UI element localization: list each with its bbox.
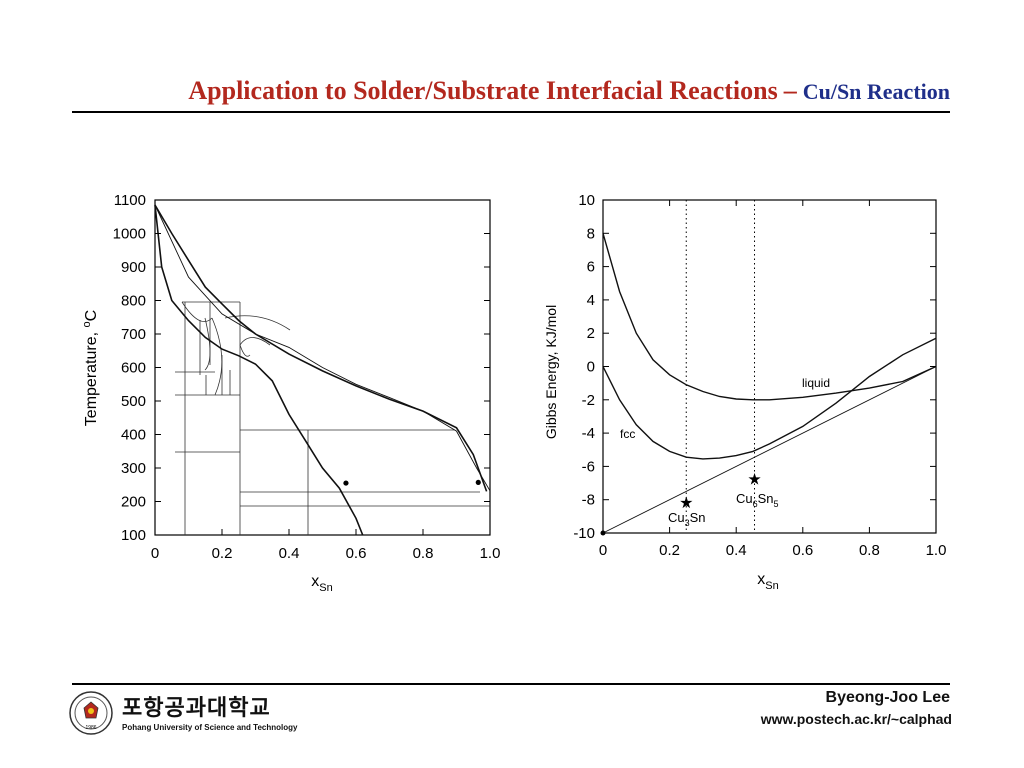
- x-tick-label: 0.4: [726, 542, 747, 559]
- phase-point-marker: [475, 479, 481, 486]
- phase-diagram-x-ticks: 0 0.2 0.4 0.6 0.8 1.0: [151, 529, 501, 562]
- x-tick-label: 0.6: [346, 545, 367, 562]
- phase-diagram-y-axis-label: Temperature, oC: [81, 310, 100, 426]
- y-tick-label: 1100: [114, 192, 146, 209]
- gibbs-energy-y-ticks: 10 8 6 4 2 0 -2 -4 -6 -8 -10: [573, 192, 936, 542]
- phase-diagram-chart: 0 0.2 0.4 0.6 0.8 1.0 100 200 300 400 500 600 700 80…: [81, 192, 500, 594]
- y-tick-label: 600: [121, 360, 146, 377]
- title-divider: [72, 111, 950, 113]
- x-tick-label: 0.2: [212, 545, 233, 562]
- university-logo: 포항공과대학교 Pohang University of Science and…: [122, 690, 297, 732]
- gibbs-energy-series-label-liquid: liquid: [802, 376, 830, 390]
- series-liquid-curve: [602, 233, 937, 401]
- gibbs-energy-x-ticks: 0 0.2 0.4 0.6 0.8 1.0: [599, 200, 947, 559]
- gibbs-energy-dotted-lines: [685, 200, 756, 533]
- phase-boundary-curve-2: [154, 204, 491, 492]
- series-fcc-curve: [602, 337, 937, 460]
- phase-point-marker: [343, 480, 349, 486]
- y-tick-label: 800: [121, 293, 146, 310]
- phase-diagram-curves: [154, 204, 491, 536]
- x-tick-label: 0: [151, 545, 159, 562]
- y-tick-label: 1000: [113, 226, 146, 243]
- x-tick-label: 0.8: [413, 545, 434, 562]
- x-tick-label: 1.0: [926, 542, 947, 559]
- y-tick-label: -10: [573, 525, 595, 542]
- gibbs-energy-series-label-fcc: fcc: [620, 427, 635, 441]
- y-tick-label: 8: [587, 225, 595, 242]
- slide-title: Application to Solder/Substrate Interfac…: [70, 76, 950, 106]
- slide-title-main: Application to Solder/Substrate Interfac…: [188, 76, 778, 105]
- y-tick-label: -8: [582, 492, 595, 509]
- phase-diagram-x-axis-label: xSn: [311, 573, 332, 594]
- y-tick-label: 2: [587, 325, 595, 342]
- phase-diagram-markers: [343, 479, 481, 486]
- y-tick-label: 500: [121, 393, 146, 410]
- y-tick-label: 200: [121, 494, 146, 511]
- phase-diagram-y-ticks: 100 200 300 400 500 600 700 800 900 1000 1100: [113, 192, 490, 544]
- gibbs-energy-frame: [602, 199, 937, 534]
- svg-text:1986: 1986: [85, 725, 96, 731]
- slide-title-dash: –: [783, 76, 797, 105]
- x-tick-label: 0.2: [659, 542, 680, 559]
- x-tick-label: 0.4: [279, 545, 300, 562]
- y-tick-label: 900: [121, 259, 146, 276]
- y-tick-label: 300: [121, 460, 146, 477]
- y-tick-label: -4: [582, 425, 595, 442]
- slide-title-sub: Cu/Sn Reaction: [802, 79, 950, 104]
- phase-boundary-curve-0: [154, 204, 488, 492]
- phase-boundary-curve-1: [154, 204, 364, 536]
- star-label-cu3sn: Cu3Sn: [668, 510, 706, 528]
- author-name: Byeong-Joo Lee: [825, 689, 950, 706]
- phase-diagram-boundaries: [175, 301, 490, 535]
- y-tick-label: 100: [121, 527, 146, 544]
- website-url[interactable]: www.postech.ac.kr/~calphad: [760, 711, 952, 727]
- x-tick-label: 0.6: [792, 542, 813, 559]
- y-tick-label: 700: [121, 326, 146, 343]
- university-name-english: Pohang University of Science and Technol…: [122, 723, 298, 732]
- y-tick-label: 10: [578, 192, 595, 209]
- x-tick-label: 1.0: [480, 545, 501, 562]
- footer-divider: [72, 683, 950, 685]
- common-tangent-line: [602, 366, 937, 534]
- gibbs-energy-x-axis-label: xSn: [757, 571, 778, 592]
- y-tick-label: 4: [587, 292, 595, 309]
- x-tick-label: 0: [599, 542, 607, 559]
- gibbs-energy-stars: ★★: [679, 472, 762, 512]
- university-seal-icon: 1986: [69, 691, 113, 735]
- star-label-cu6sn5: Cu6Sn5: [736, 491, 779, 509]
- star-marker-icon: ★: [747, 472, 761, 489]
- y-tick-label: 6: [587, 259, 595, 276]
- star-marker-icon: ★: [679, 495, 693, 512]
- y-tick-label: -6: [582, 458, 595, 475]
- y-tick-label: 0: [587, 359, 595, 376]
- university-name-korean: 포항공과대학교: [122, 696, 271, 721]
- y-tick-label: -2: [582, 392, 595, 409]
- x-tick-label: 0.8: [859, 542, 880, 559]
- gibbs-energy-y-axis-label: Gibbs Energy, KJ/mol: [543, 305, 559, 439]
- y-tick-label: 400: [121, 427, 146, 444]
